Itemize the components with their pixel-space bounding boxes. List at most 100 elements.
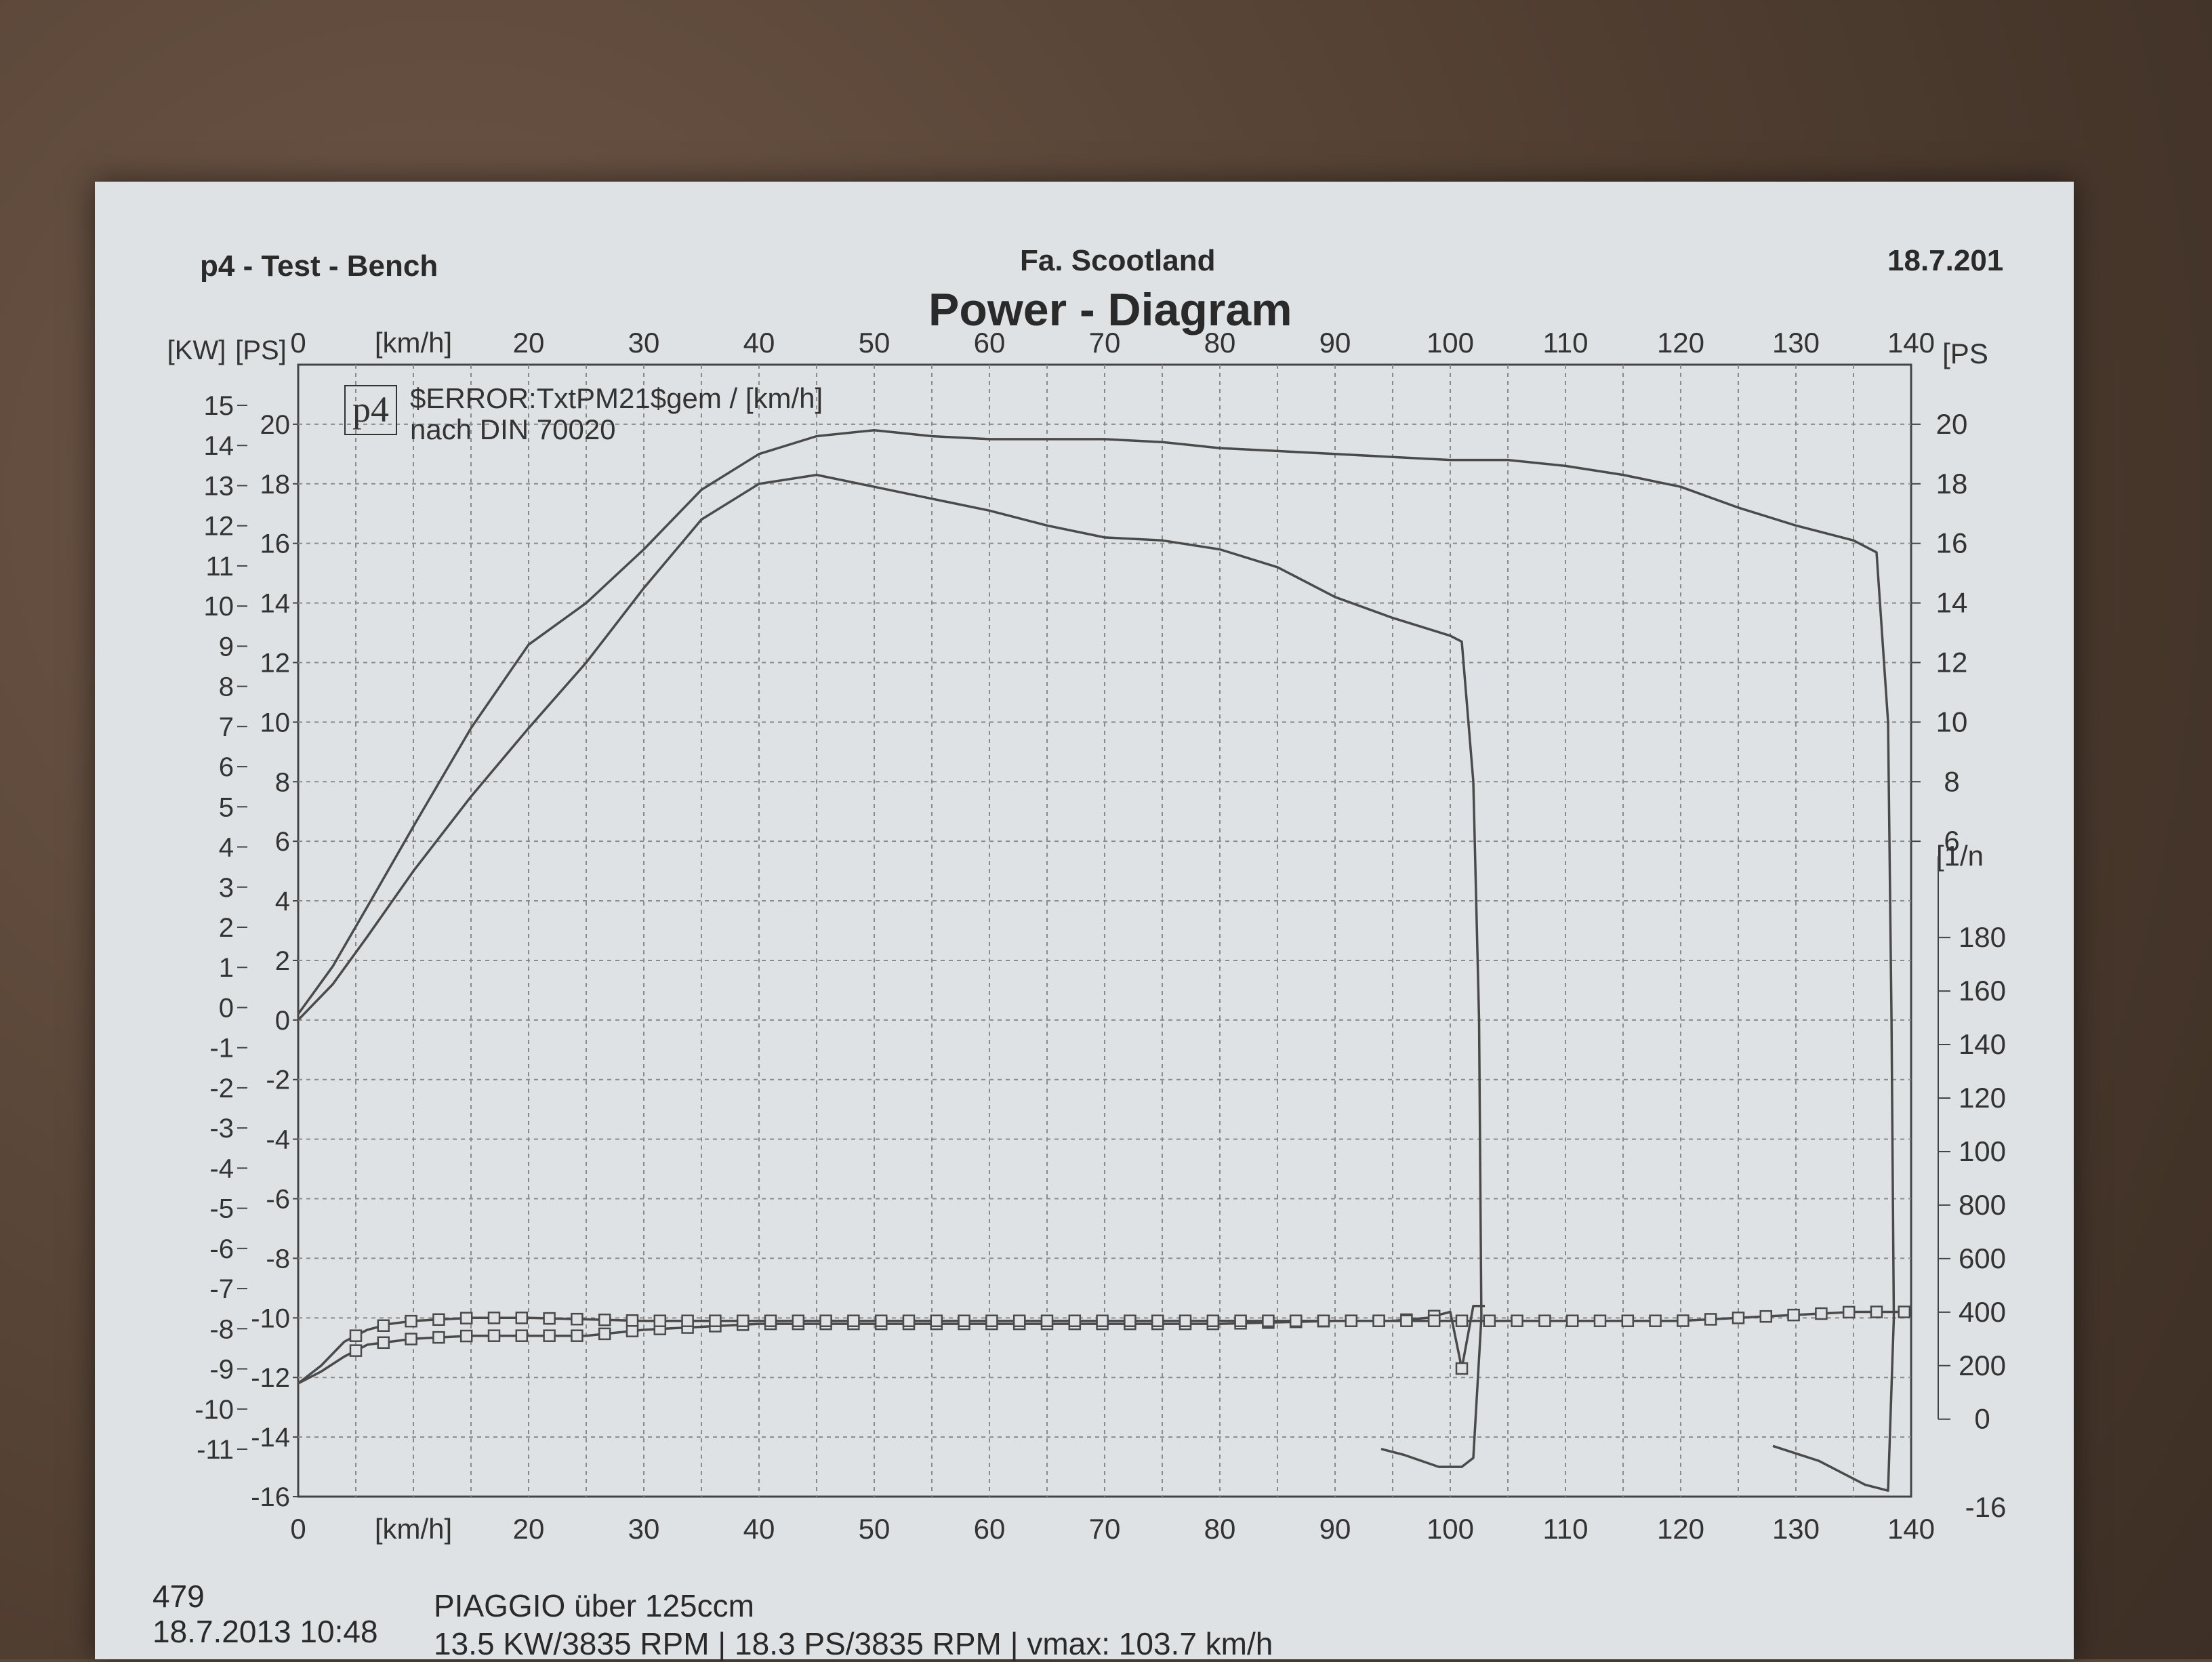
marker-rpm_run_b <box>1677 1314 1689 1327</box>
ps-tick-label: -8 <box>266 1244 290 1274</box>
rpm-tick-label: 140 <box>1959 1028 2006 1060</box>
marker-rpm_run_b <box>847 1314 860 1327</box>
y-axis-rpm-title: [1/n <box>1936 840 1984 872</box>
marker-rpm_run_b <box>874 1314 888 1327</box>
marker-rpm_run_b <box>1400 1314 1413 1327</box>
marker-rpm_run_a <box>487 1329 501 1342</box>
marker-rpm_run_b <box>1124 1314 1136 1327</box>
marker-rpm_run_b <box>1704 1313 1717 1326</box>
marker-rpm_run_a <box>377 1336 390 1350</box>
rpm-tick-label: 120 <box>1959 1082 2006 1114</box>
kw-tick-label: 13 <box>204 471 234 501</box>
ps-tick-label: 14 <box>260 589 291 619</box>
x-tick-label-top: 70 <box>1089 327 1121 359</box>
right-ps-tick-label: 20 <box>1936 408 1968 440</box>
marker-rpm_run_b <box>1455 1314 1469 1327</box>
kw-tick-label: -3 <box>209 1114 234 1143</box>
rpm-tick-label: 800 <box>1959 1189 2006 1221</box>
ps-tick-label: 12 <box>260 648 291 678</box>
kw-tick-label: 8 <box>219 672 234 702</box>
legend-line-1: $ERROR:TxtPM21$gem / [km/h] <box>410 382 823 414</box>
y-axis-ps-title: [PS] <box>235 336 287 365</box>
right-ps-tick-label: 14 <box>1936 587 1968 619</box>
rpm-tick-label: 0 <box>1974 1403 1990 1435</box>
marker-rpm_run_b <box>1538 1314 1551 1327</box>
marker-rpm_run_b <box>1649 1314 1662 1327</box>
kw-tick-label: 15 <box>204 391 234 421</box>
marker-rpm_run_b <box>681 1314 694 1327</box>
kw-tick-label: 1 <box>219 953 234 983</box>
marker-rpm_run_b <box>1511 1314 1523 1327</box>
marker-rpm_run_b <box>1345 1314 1358 1327</box>
kw-tick-label: 3 <box>219 873 234 903</box>
right-ps-tick-label: 6 <box>1944 825 1959 857</box>
marker-rpm_run_a <box>349 1344 363 1357</box>
marker-rpm_run_b <box>1898 1305 1911 1318</box>
marker-rpm_run_b <box>626 1314 639 1327</box>
marker-rpm_run_a <box>571 1329 583 1342</box>
marker-rpm_run_b <box>1593 1314 1607 1327</box>
kw-tick-label: 10 <box>204 592 234 622</box>
ps-tick-label: 16 <box>260 529 291 559</box>
x-tick-label-top: 60 <box>974 327 1006 359</box>
x-tick-label-bottom: 120 <box>1657 1513 1704 1545</box>
marker-rpm_run_b <box>1179 1314 1192 1327</box>
marker-rpm_run_b <box>405 1314 417 1328</box>
x-tick-label-bottom: 40 <box>743 1513 775 1545</box>
x-tick-label-top: 30 <box>628 327 660 359</box>
rpm-tick-label: 160 <box>1959 975 2006 1007</box>
kw-tick-label: 0 <box>219 993 234 1023</box>
x-tick-label-top: 110 <box>1543 327 1589 359</box>
marker-rpm_run_b <box>1234 1314 1247 1327</box>
company-label: Fa. Scootland <box>1020 244 1216 277</box>
right-ps-tick-label: 10 <box>1936 706 1968 737</box>
rpm-tick-label: 100 <box>1959 1135 2006 1167</box>
record-id: 479 <box>152 1579 205 1614</box>
right-ps-tick-label: 16 <box>1936 527 1968 559</box>
right-ps-tick-label: 12 <box>1936 646 1968 678</box>
marker-rpm_run_b <box>1151 1314 1164 1327</box>
marker-rpm_run_a <box>459 1329 473 1343</box>
ps-tick-label: 20 <box>260 410 291 440</box>
marker-rpm_run_b <box>1206 1314 1220 1327</box>
rpm-tick-label: 200 <box>1959 1350 2006 1381</box>
series-power_run_b <box>297 428 1896 1492</box>
kw-tick-label: 6 <box>219 752 234 782</box>
marker-rpm_run_b <box>1842 1305 1856 1319</box>
marker-rpm_run_b <box>1787 1308 1800 1322</box>
x-tick-label-bottom: 80 <box>1204 1513 1236 1545</box>
kw-tick-label: -8 <box>209 1314 234 1344</box>
vehicle-label: PIAGGIO über 125ccm <box>434 1588 754 1623</box>
marker-rpm_run_b <box>571 1312 583 1326</box>
kw-tick-label: 14 <box>204 431 234 461</box>
legend-line-2: nach DIN 70020 <box>410 413 616 445</box>
marker-rpm_run_b <box>487 1312 501 1324</box>
marker-rpm_run_b <box>1870 1305 1883 1318</box>
marker-rpm_run_b <box>1427 1314 1441 1327</box>
x-tick-label-bottom: 140 <box>1887 1513 1935 1545</box>
x-tick-label-bottom: 130 <box>1772 1513 1820 1545</box>
marker-rpm_run_b <box>653 1314 667 1327</box>
marker-rpm_run_b <box>1096 1314 1109 1327</box>
series-power_run_a <box>297 473 1483 1468</box>
marker-rpm_run_b <box>1040 1314 1054 1327</box>
x-tick-label-bottom: 110 <box>1543 1513 1589 1545</box>
ps-tick-label: -12 <box>251 1363 290 1393</box>
marker-rpm_run_b <box>1732 1312 1745 1324</box>
ps-tick-label: -16 <box>251 1482 290 1512</box>
marker-rpm_run_a <box>1455 1362 1469 1375</box>
marker-rpm_run_b <box>709 1314 722 1327</box>
kw-tick-label: -6 <box>209 1234 234 1264</box>
marker-rpm_run_b <box>1068 1314 1082 1327</box>
kw-tick-label: 2 <box>219 913 234 943</box>
ps-tick-label: 8 <box>275 767 290 797</box>
marker-rpm_run_a <box>515 1329 529 1342</box>
rpm-tick-label: 600 <box>1959 1242 2006 1274</box>
ps-tick-label: -10 <box>251 1303 290 1333</box>
kw-tick-label: -11 <box>197 1435 234 1465</box>
x-tick-label-top: 80 <box>1204 327 1236 359</box>
x-tick-label-bottom: 70 <box>1089 1513 1121 1545</box>
x-tick-label-top: [km/h] <box>375 327 452 359</box>
kw-tick-label: 4 <box>219 833 234 863</box>
kw-tick-label: 12 <box>204 512 234 542</box>
